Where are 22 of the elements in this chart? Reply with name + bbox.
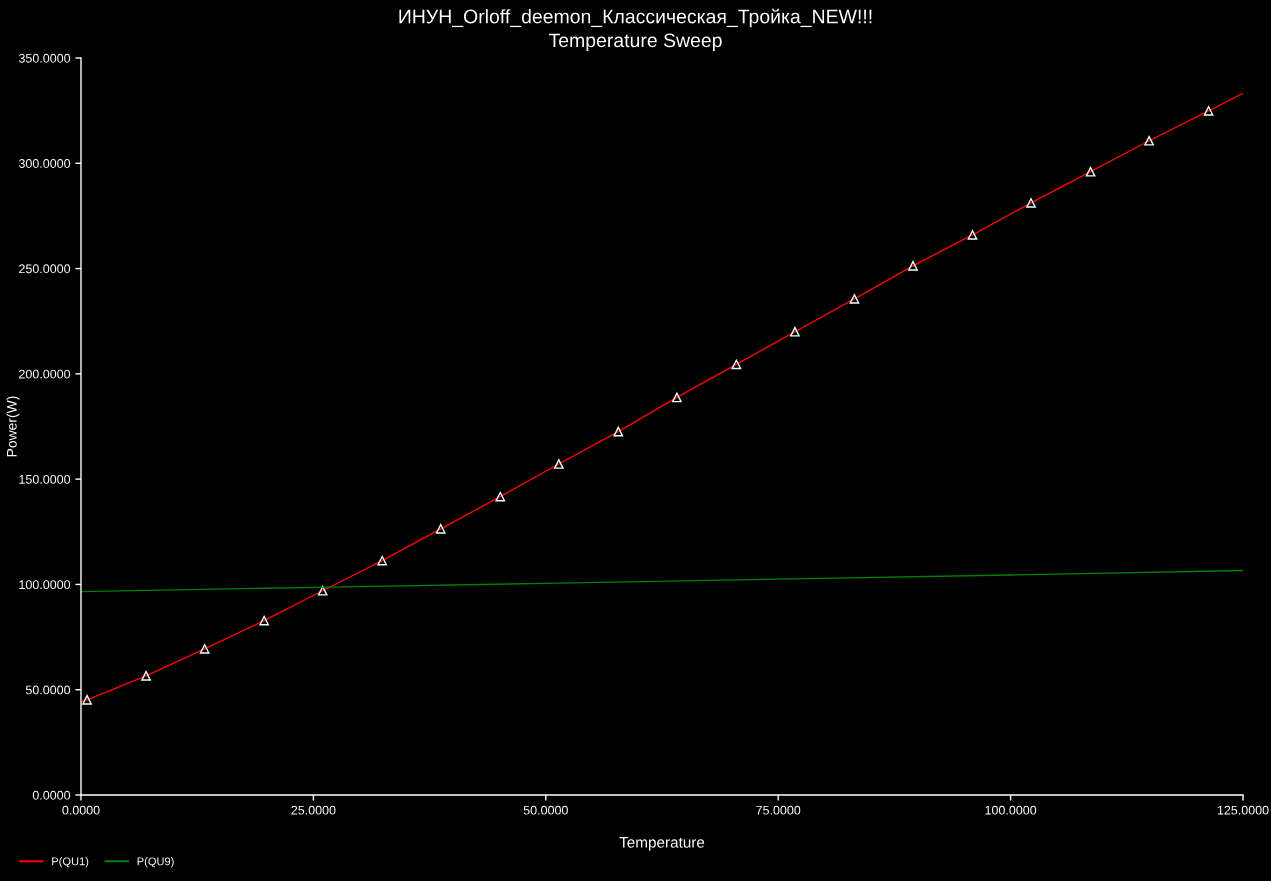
y-tick-label: 200.0000	[19, 369, 71, 379]
y-tick-label: 250.0000	[19, 264, 71, 274]
y-tick-label: 300.0000	[18, 159, 71, 168]
x-tick-label: 125.0000	[1217, 805, 1269, 815]
x-tick-label: 0.0000	[62, 805, 100, 815]
y-tick-label: 150.0000	[19, 474, 71, 484]
x-tick-label: 75.0000	[756, 805, 801, 815]
y-axis-title: Power(W)	[6, 396, 20, 457]
chart-title: ИНУН_Orloff_deemon_Классическая_Тройка_NEW!!!	[399, 8, 872, 28]
y-tick-label: 0.0000	[32, 790, 71, 800]
x-tick-label: 100.0000	[985, 805, 1037, 815]
x-tick-label: 50.0000	[523, 805, 568, 815]
y-tick-label: 50.0000	[25, 685, 71, 695]
x-tick-label: 25.0000	[291, 805, 336, 815]
y-tick-label: 350.0000	[18, 53, 71, 63]
x-axis-title: Temperature	[619, 837, 705, 851]
chart-subtitle: Temperature Sweep	[548, 33, 722, 52]
line-series	[81, 569, 1243, 593]
line-series	[81, 92, 1243, 703]
y-tick-label: 100.0000	[19, 580, 71, 590]
legend-label: P(QU1)	[52, 857, 89, 868]
legend-label: P(QU9)	[137, 857, 174, 868]
